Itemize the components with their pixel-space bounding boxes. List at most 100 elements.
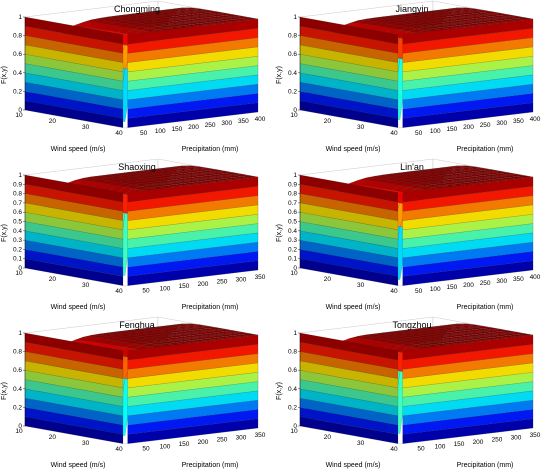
x-tick-label: 100: [160, 443, 171, 450]
x-tick-label: 250: [480, 122, 491, 129]
surface-plot: 0 0.1 0.2 0.3 0.4 0.5 0.6 0.7 0.8 0.9 1 40 30 20 10 50 1…: [1, 158, 266, 311]
z-tick-label: 0.4: [13, 228, 22, 235]
z-tick-label: 0.6: [288, 367, 297, 374]
surface-plot: 0 0.1 0.2 0.3 0.4 0.5 0.6 0.7 0.8 0.9 1 40 30 20 10 50 1…: [276, 158, 541, 311]
x-axis-label: Precipitation (mm): [182, 462, 239, 469]
z-tick-label: 0.2: [288, 404, 297, 411]
z-tick-label: 0.4: [288, 386, 297, 393]
x-tick-label: 200: [473, 439, 484, 446]
x-tick-label: 50: [142, 446, 150, 453]
y-tick-label: 40: [390, 288, 398, 295]
y-tick-label: 20: [49, 118, 57, 125]
z-tick-label: 0.2: [288, 88, 297, 95]
x-tick-label: 150: [446, 126, 457, 133]
z-tick-label: 0.8: [288, 191, 297, 198]
x-tick-label: 100: [155, 128, 166, 135]
y-tick-label: 20: [324, 276, 332, 283]
x-tick-label: 100: [430, 128, 441, 135]
z-tick-label: 0.8: [13, 349, 22, 356]
x-tick-label: 150: [179, 283, 190, 290]
x-tick-label: 250: [492, 437, 503, 444]
x-tick-label: 350: [255, 432, 266, 439]
y-tick-label: 40: [390, 446, 398, 453]
surface-skirt-band: [127, 176, 259, 203]
z-tick-label: 0.8: [288, 33, 297, 40]
x-tick-label: 300: [496, 120, 507, 127]
surface-plot: 0 0.2 0.4 0.6 0.8 1 40 30 20 10 50 100 150 200 250 300 3…: [1, 316, 266, 469]
x-tick-label: 350: [513, 118, 524, 125]
z-axis-label: F(x,y): [276, 224, 283, 242]
x-tick-label: 150: [446, 284, 457, 291]
z-tick-label: 0.4: [288, 70, 297, 77]
x-axis-label: Precipitation (mm): [182, 146, 239, 153]
y-tick-label: 10: [15, 270, 23, 277]
y-axis-label: Wind speed (m/s): [51, 462, 106, 469]
z-tick-label: 0.8: [13, 191, 22, 198]
x-tick-label: 150: [179, 441, 190, 448]
x-tick-label: 300: [236, 434, 247, 441]
x-tick-label: 300: [496, 278, 507, 285]
surface-plot-panel: 0 0.2 0.4 0.6 0.8 1 40 30 20 10 50 100 150 200 250 300 3…: [275, 316, 550, 474]
x-tick-label: 200: [463, 282, 474, 289]
z-tick-label: 0: [18, 423, 22, 430]
x-tick-label: 200: [198, 281, 209, 288]
z-tick-label: 1: [18, 172, 22, 179]
y-axis-label: Wind speed (m/s): [326, 462, 381, 469]
x-tick-label: 200: [198, 439, 209, 446]
z-tick-label: 0.6: [288, 51, 297, 58]
panel-title: Shaoxing: [118, 162, 156, 172]
x-tick-label: 350: [513, 276, 524, 283]
x-tick-label: 250: [217, 279, 228, 286]
z-tick-label: 0: [18, 107, 22, 114]
y-tick-label: 30: [82, 440, 90, 447]
z-tick-label: 0: [293, 423, 297, 430]
y-tick-label: 20: [324, 434, 332, 441]
x-axis-label: Precipitation (mm): [457, 146, 514, 153]
x-tick-label: 50: [415, 130, 423, 137]
surface-skirt-band: [402, 334, 534, 361]
y-tick-label: 30: [82, 282, 90, 289]
surface-plot: 0 0.2 0.4 0.6 0.8 1 40 30 20 10 50 100 150 200 250 300 3…: [276, 316, 541, 469]
surface-skirt-band: [127, 334, 259, 361]
x-axis-label: Precipitation (mm): [457, 462, 514, 469]
surface-skirt-band: [127, 18, 259, 45]
z-axis-label: F(x,y): [1, 66, 8, 84]
z-axis-label: F(x,y): [276, 66, 283, 84]
surface-skirt-band: [402, 176, 534, 203]
z-tick-label: 0.9: [288, 181, 297, 188]
z-tick-label: 0.2: [13, 404, 22, 411]
surface-plot: 0 0.2 0.4 0.6 0.8 1 40 30 20 10 50 100 150 200 250 300 3…: [1, 0, 266, 153]
y-axis-label: Wind speed (m/s): [51, 304, 106, 311]
panel-title: Fenghua: [119, 320, 155, 330]
y-tick-label: 10: [15, 112, 23, 119]
surface-plot-panel: 0 0.1 0.2 0.3 0.4 0.5 0.6 0.7 0.8 0.9 1 40 30 20 10 50 1…: [275, 158, 550, 316]
x-tick-label: 300: [511, 434, 522, 441]
y-tick-label: 40: [390, 130, 398, 137]
y-tick-label: 30: [82, 124, 90, 131]
x-tick-label: 50: [415, 288, 423, 295]
z-tick-label: 0: [18, 265, 22, 272]
x-tick-label: 400: [530, 116, 541, 123]
y-tick-label: 40: [115, 130, 123, 137]
z-tick-label: 0.3: [13, 237, 22, 244]
x-tick-label: 250: [205, 122, 216, 129]
panel-title: Jiangyin: [395, 4, 428, 14]
x-axis-label: Precipitation (mm): [457, 304, 514, 311]
surface-plot-panel: 0 0.2 0.4 0.6 0.8 1 40 30 20 10 50 100 150 200 250 300 3…: [0, 316, 275, 474]
y-axis-label: Wind speed (m/s): [326, 304, 381, 311]
y-tick-label: 10: [15, 428, 23, 435]
z-axis-label: F(x,y): [276, 382, 283, 400]
y-tick-label: 30: [357, 124, 365, 131]
z-tick-label: 1: [293, 330, 297, 337]
x-tick-label: 350: [530, 432, 541, 439]
z-tick-label: 0.1: [288, 256, 297, 263]
x-tick-label: 200: [463, 124, 474, 131]
z-axis-label: F(x,y): [1, 224, 8, 242]
surface-plot-panel: 0 0.2 0.4 0.6 0.8 1 40 30 20 10 50 100 150 200 250 300 3…: [275, 0, 550, 158]
z-tick-label: 0.7: [288, 200, 297, 207]
y-tick-label: 10: [290, 428, 298, 435]
z-tick-label: 0.2: [288, 246, 297, 253]
z-tick-label: 0: [293, 265, 297, 272]
z-tick-label: 0.1: [13, 256, 22, 263]
panel-title: Chongming: [114, 4, 160, 14]
